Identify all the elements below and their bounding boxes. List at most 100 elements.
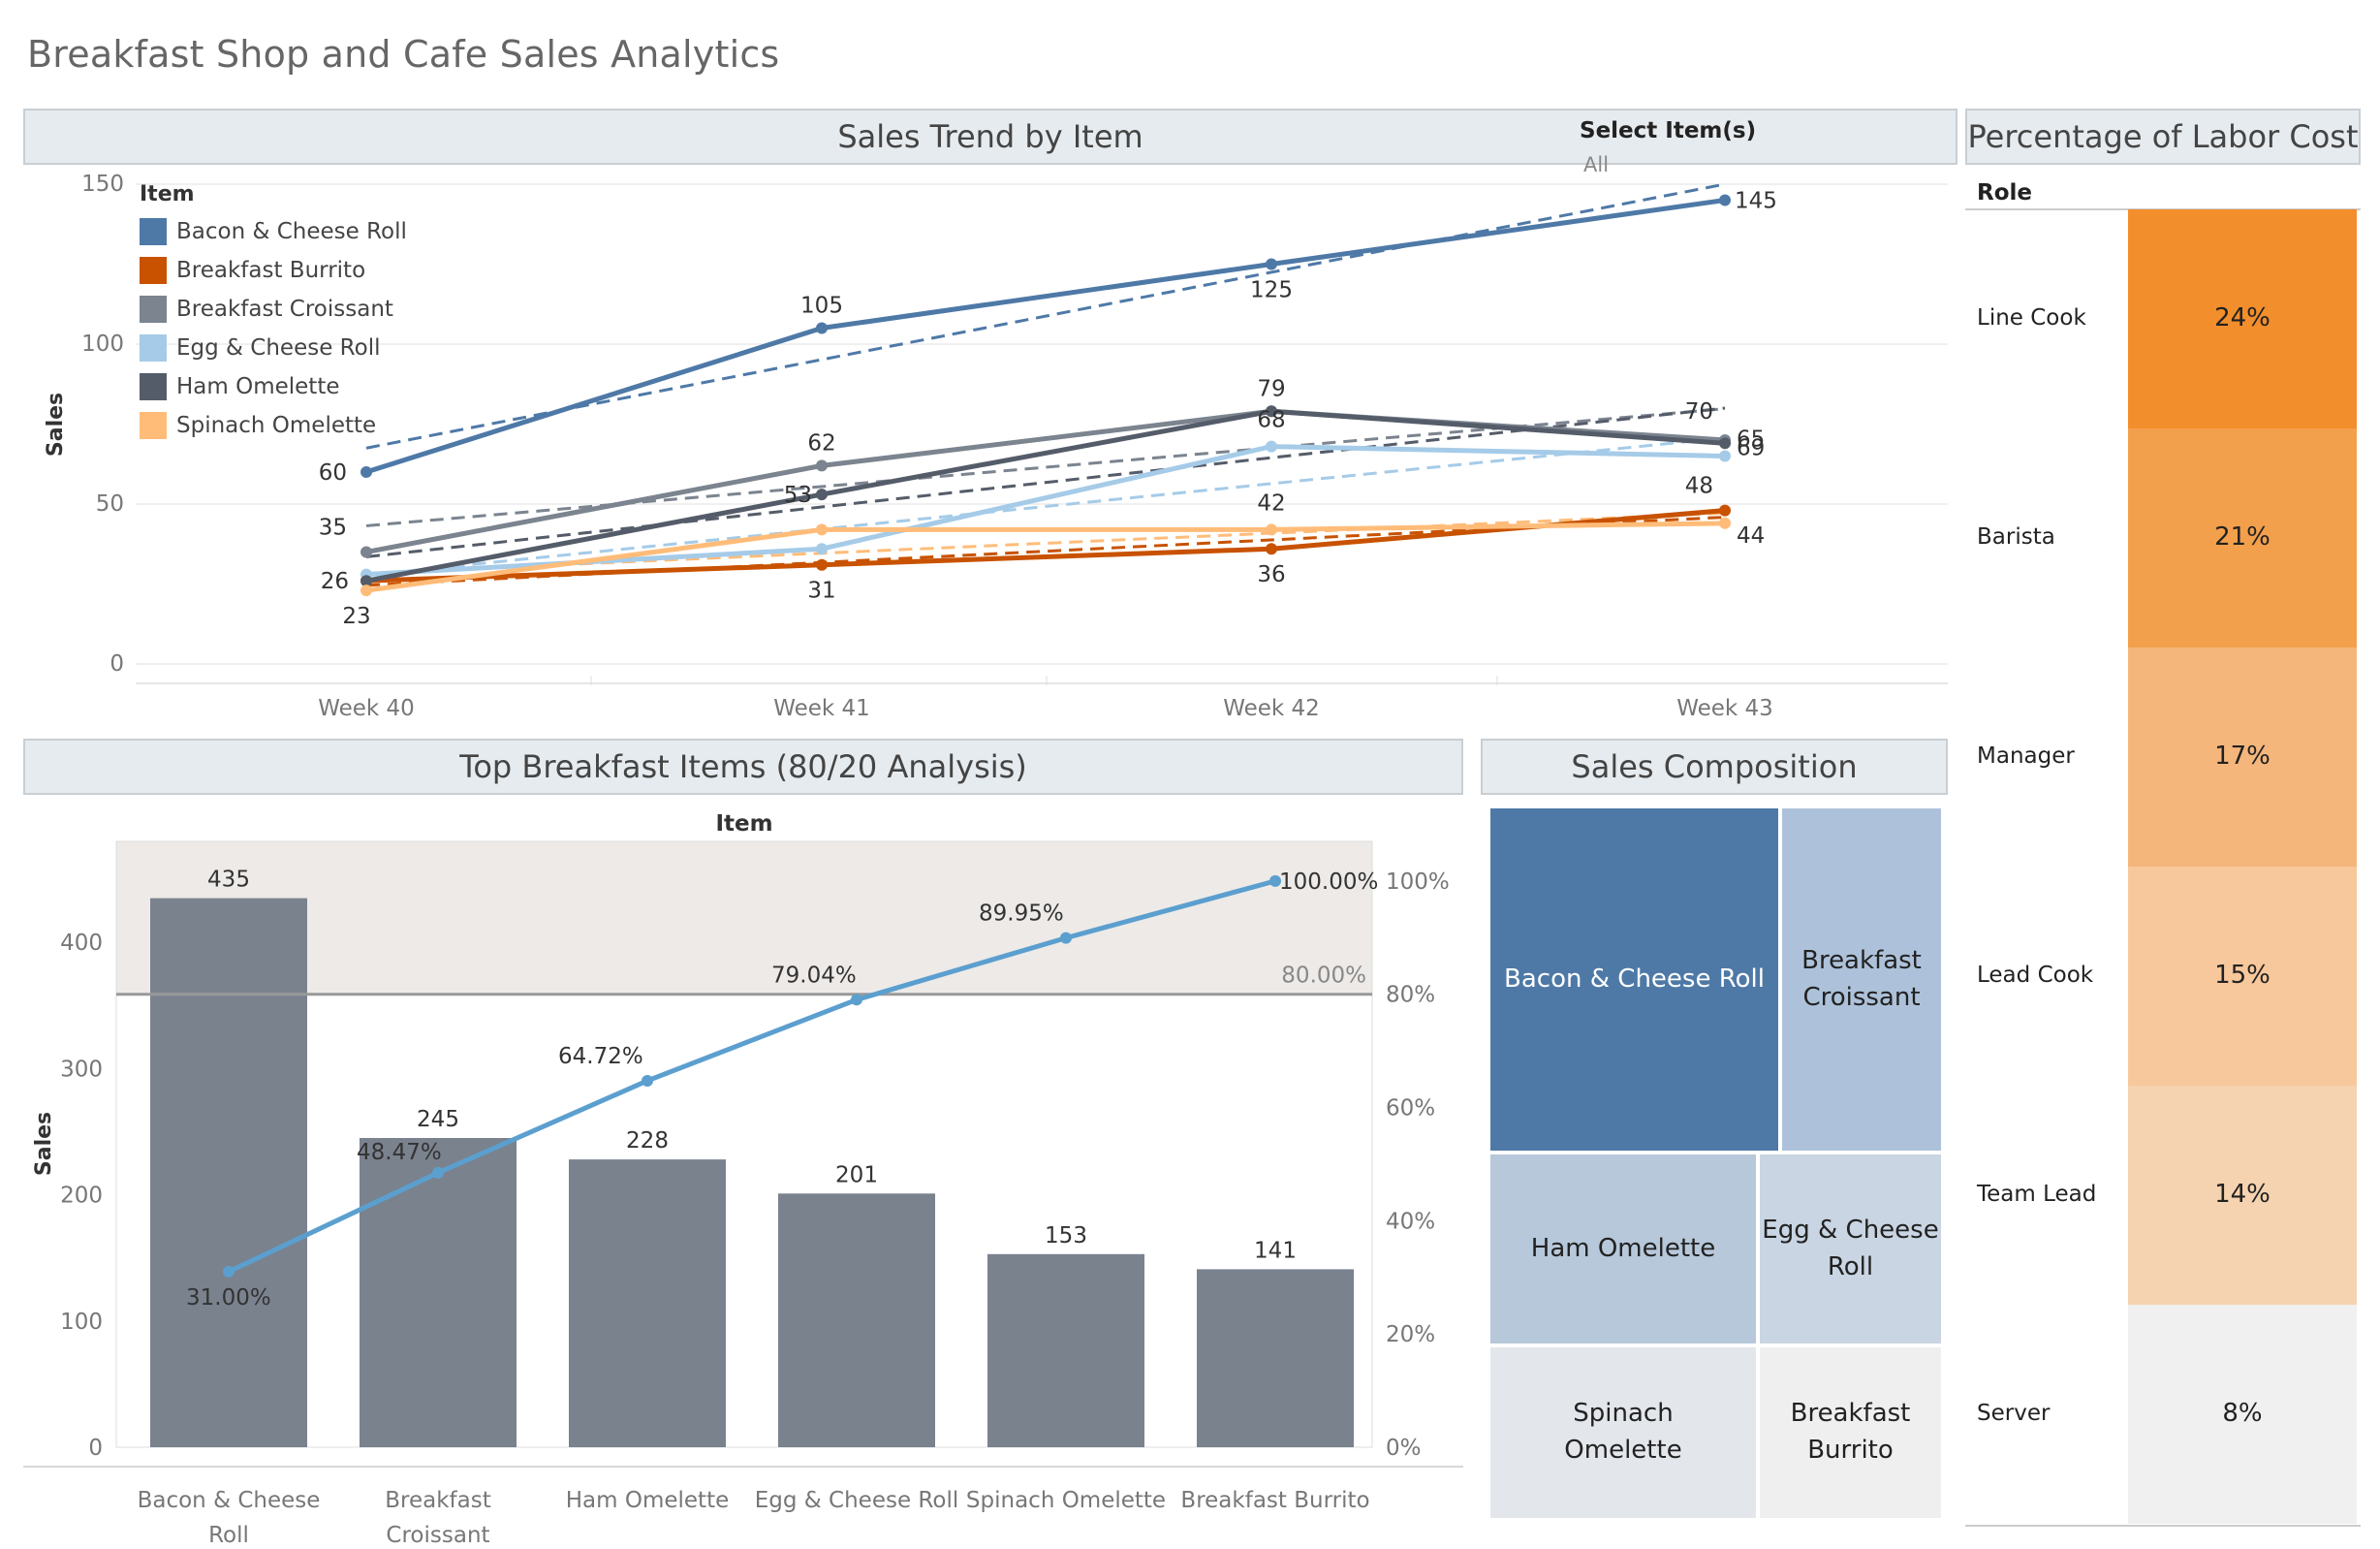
pareto-xtick-label: Breakfast Croissant: [385, 1488, 491, 1548]
labor-cost-cell[interactable]: [2128, 1305, 2357, 1524]
legend-item[interactable]: Bacon & Cheese Roll: [140, 212, 407, 251]
series-line-breakfast-burrito: [365, 508, 1726, 584]
labor-role-label: Team Lead: [1977, 1182, 2097, 1207]
pareto-y2tick-label: 100%: [1386, 869, 1450, 895]
pareto-cumulative-label: 100.00%: [1279, 869, 1378, 895]
treemap-cell-label: Egg & Cheese Roll: [1762, 1215, 1939, 1281]
treemap-cell-label: Spinach Omelette: [1564, 1399, 1682, 1465]
trend-ytick-label: 0: [110, 651, 124, 677]
pareto-xtick-label: Breakfast Burrito: [1180, 1488, 1369, 1513]
labor-cost-value: 8%: [2222, 1399, 2263, 1428]
trend-xtick-label: Week 40: [318, 696, 415, 721]
series-point: [1719, 437, 1731, 450]
trend-data-label: 62: [807, 430, 835, 456]
legend-label: Egg & Cheese Roll: [176, 335, 381, 361]
treemap-cell-label: Ham Omelette: [1530, 1233, 1716, 1263]
trend-ytick-label: 50: [96, 491, 124, 517]
pareto-ytick-label: 100: [60, 1310, 103, 1335]
labor-role-label: Line Cook: [1977, 305, 2086, 331]
series-point: [1719, 450, 1731, 462]
legend-item[interactable]: Ham Omelette: [140, 367, 407, 406]
trend-data-label: 70: [1685, 399, 1713, 425]
sales-trend-chart: 0 50 100 150 Week 40 Week 41 Week 42 Week 43 Sal…: [44, 172, 1948, 721]
series-point: [816, 523, 828, 536]
legend-title: Item: [140, 182, 195, 206]
trend-data-label: 69: [1737, 435, 1765, 460]
labor-panel-header: Percentage of Labor Cost: [1965, 109, 2361, 165]
labor-cost-cell[interactable]: [2128, 1086, 2357, 1305]
legend-label: Breakfast Burrito: [176, 258, 366, 283]
labor-cost-cell[interactable]: [2128, 428, 2357, 648]
legend-swatch: [140, 218, 167, 245]
series-point: [360, 585, 372, 597]
series-point: [816, 322, 828, 334]
item-filter-value[interactable]: All: [1583, 153, 1610, 176]
pareto-xtick-label: Bacon & Cheese Roll: [138, 1488, 321, 1548]
legend-item[interactable]: Breakfast Croissant: [140, 290, 407, 329]
treemap-cell[interactable]: Breakfast Croissant: [1780, 806, 1943, 1153]
series-point: [816, 459, 828, 472]
labor-title: Percentage of Labor Cost: [1967, 118, 2359, 155]
trend-data-label: 105: [800, 294, 843, 319]
pareto-cumulative-point: [851, 994, 862, 1006]
legend-item[interactable]: Egg & Cheese Roll: [140, 329, 407, 367]
legend-label: Breakfast Croissant: [176, 297, 393, 322]
pareto-y-axis-label: Sales: [32, 1112, 56, 1176]
labor-role-label: Manager: [1977, 743, 2075, 769]
trend-data-label: 65: [1737, 427, 1765, 453]
legend-item[interactable]: Spinach Omelette: [140, 406, 407, 445]
pareto-bar-label: 201: [835, 1162, 878, 1187]
pareto-xtick-label: Egg & Cheese Roll: [755, 1488, 958, 1513]
trend-data-label: 79: [1257, 376, 1285, 401]
treemap-cell[interactable]: Spinach Omelette: [1488, 1345, 1758, 1520]
pareto-y2tick-label: 20%: [1386, 1322, 1435, 1347]
legend-label: Spinach Omelette: [176, 413, 377, 438]
pareto-x-header: Item: [715, 811, 772, 837]
pareto-ytick-label: 400: [60, 931, 103, 956]
trend-data-label: 44: [1737, 523, 1765, 549]
series-line-bacon-cheese-roll: [365, 198, 1726, 475]
treemap-cell[interactable]: Ham Omelette: [1488, 1153, 1758, 1345]
labor-cost-cell[interactable]: [2128, 867, 2357, 1086]
labor-role-label: Barista: [1977, 524, 2055, 550]
trend-title: Sales Trend by Item: [837, 118, 1143, 155]
pareto-bar-label: 435: [207, 868, 250, 893]
pareto-cumulative-point: [642, 1074, 653, 1087]
pareto-y2tick-label: 40%: [1386, 1209, 1435, 1234]
treemap-cell[interactable]: Bacon & Cheese Roll: [1488, 806, 1780, 1153]
legend-swatch: [140, 257, 167, 284]
labor-cost-cell[interactable]: [2128, 209, 2357, 428]
legend-item[interactable]: Breakfast Burrito: [140, 251, 407, 290]
trend-data-label: 26: [321, 569, 349, 594]
pareto-cumulative-point: [1060, 932, 1072, 944]
pareto-cumulative-label: 31.00%: [186, 1285, 271, 1311]
pareto-xtick-label: Spinach Omelette: [966, 1488, 1166, 1513]
series-point: [816, 543, 828, 555]
pareto-bar-label: 153: [1045, 1223, 1087, 1249]
trend-data-label: 42: [1257, 490, 1285, 516]
treemap-cell[interactable]: Egg & Cheese Roll: [1758, 1153, 1943, 1345]
labor-cost-cell[interactable]: [2128, 648, 2357, 867]
series-line-spinach-omelette: [365, 521, 1726, 593]
trend-data-label: 36: [1257, 562, 1285, 587]
series-point: [360, 546, 372, 558]
trend-ytick-label: 150: [81, 172, 124, 197]
treemap-cell-label: Bacon & Cheese Roll: [1504, 964, 1765, 994]
pareto-y2tick-label: 60%: [1386, 1096, 1435, 1122]
series-point: [1266, 440, 1277, 453]
pareto-y2tick-label: 80%: [1386, 983, 1435, 1008]
trend-legend: Item Bacon & Cheese Roll Breakfast Burrit…: [140, 182, 407, 445]
series-point: [360, 575, 372, 587]
labor-role-header: Role: [1977, 180, 2032, 205]
labor-bottom-divider: [1965, 1525, 2361, 1527]
labor-cost-value: 14%: [2214, 1180, 2270, 1209]
labor-cost-value: 24%: [2214, 303, 2270, 332]
pareto-plot-frame: [115, 840, 1373, 1448]
legend-swatch: [140, 334, 167, 362]
pareto-bar-label: 245: [417, 1107, 459, 1132]
treemap-cell[interactable]: Breakfast Burrito: [1758, 1345, 1943, 1520]
pareto-y2tick-label: 0%: [1386, 1436, 1422, 1461]
series-line-ham-omelette: [365, 408, 1726, 584]
trend-data-label: 125: [1250, 278, 1293, 303]
series-point: [1719, 504, 1731, 517]
